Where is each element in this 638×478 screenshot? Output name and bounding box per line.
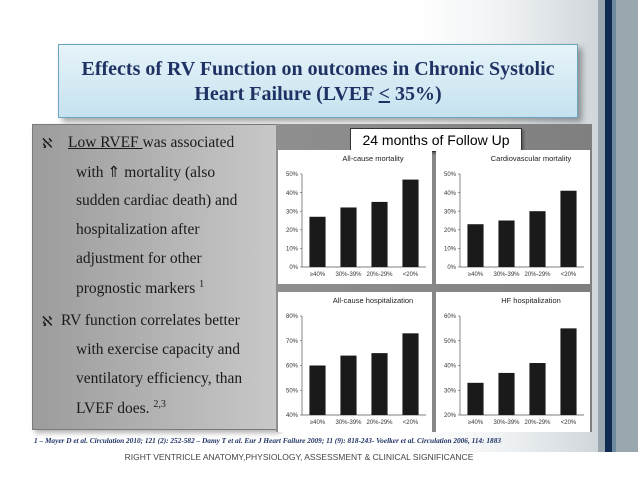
bullet-symbol-1: ℵ xyxy=(42,136,53,152)
bullet2-line3: ventilatory efficiency, than xyxy=(76,370,243,387)
bullet1-line5: adjustment for other xyxy=(76,250,202,267)
bullet1-line4: hospitalization after xyxy=(76,221,200,238)
chart-3-ytick-label: 50% xyxy=(286,388,299,394)
chart-2-bar xyxy=(498,220,515,267)
title-line2-suffix: 35%) xyxy=(389,83,442,105)
chart-1-bar xyxy=(309,216,326,267)
chart-3-bar xyxy=(340,355,357,415)
chart-2-xtick-label: ≥40% xyxy=(468,272,484,278)
chart-3-xtick-label: <20% xyxy=(403,420,419,426)
bullet1-line6-text: prognostic markers xyxy=(76,280,196,298)
bullet1-lead: Low RVEF xyxy=(68,134,143,151)
chart-3-ytick-label: 60% xyxy=(286,364,299,370)
chart-1-xtick-label: <20% xyxy=(403,272,419,278)
chart-1-ytick-label: 30% xyxy=(286,209,299,215)
chart-4-ytick-label: 50% xyxy=(444,339,457,345)
chart-1-xtick-label: 20%-29% xyxy=(366,272,393,278)
chart-4-ytick-label: 20% xyxy=(444,413,457,419)
bullet1-line1: Low RVEF was associated xyxy=(68,134,234,152)
bullet-text-panel: ℵ Low RVEF was associated with ⇑ mortali… xyxy=(32,124,278,430)
chart-1-bar xyxy=(371,201,388,267)
chart-3-ytick-label: 80% xyxy=(286,314,299,320)
chart-2-ytick-label: 40% xyxy=(444,191,457,197)
bullet1-line3: sudden cardiac death) and xyxy=(76,192,238,209)
bullet1-ref: 1 xyxy=(199,279,205,290)
chart-1-xtick-label: ≥40% xyxy=(310,272,326,278)
bullet1-rest: was associated xyxy=(142,134,235,151)
slide-title-line1: Effects of RV Function on outcomes in Ch… xyxy=(81,58,555,80)
chart-4-xtick-label: ≥40% xyxy=(468,420,484,426)
slide-title-box: Effects of RV Function on outcomes in Ch… xyxy=(58,44,578,118)
chart-4-bar xyxy=(560,328,577,415)
chart-3-bar xyxy=(309,365,326,415)
chart-2-ytick-label: 20% xyxy=(444,228,457,234)
chart-3-bar xyxy=(402,333,419,415)
chart-2-title: Cardiovascular mortality xyxy=(491,154,572,163)
chart-panel-4: HF hospitalization 60% 50% 40% 30% 20% ≥40% 30%… xyxy=(436,292,590,432)
bullet1-line2: with ⇑ mortality (also xyxy=(76,164,216,181)
chart-2-ytick-label: 10% xyxy=(444,247,457,253)
chart-2-bar xyxy=(529,211,546,267)
chart-1-ytick-label: 50% xyxy=(286,172,299,178)
chart-2-xtick-label: <20% xyxy=(561,272,577,278)
chart-1-xtick-label: 30%-39% xyxy=(335,272,362,278)
chart-2-ytick-label: 50% xyxy=(444,172,457,178)
chart-3-xtick-label: 30%-39% xyxy=(335,420,362,426)
chart-2-bar xyxy=(560,190,577,267)
chart-2-xtick-label: 20%-29% xyxy=(524,272,551,278)
chart-panel-2: Cardiovascular mortality 50% 40% 30% 20% 10% 0… xyxy=(436,150,590,284)
chart-2-xtick-label: 30%-39% xyxy=(493,272,520,278)
chart-4-bar xyxy=(467,382,484,415)
right-decor-stripe-light xyxy=(612,0,616,452)
reference-citation: 1 – Mayer D et al. Circulation 2010; 121… xyxy=(34,436,501,445)
title-line2-operator: < xyxy=(378,83,390,105)
chart-1-ytick-label: 0% xyxy=(289,265,298,271)
chart-2-ytick-label: 30% xyxy=(444,209,457,215)
bullet2-line1: RV function correlates better xyxy=(61,312,240,329)
chart-4-ytick-label: 60% xyxy=(444,314,457,320)
chart-3-ytick-label: 40% xyxy=(286,413,299,419)
bullet2-line4: LVEF does. 2,3 xyxy=(76,399,166,418)
chart-4-title: HF hospitalization xyxy=(501,296,561,305)
bullet1-line6: prognostic markers 1 xyxy=(76,279,204,298)
chart-panel-3: All-cause hospitalization 80% 70% 60% 50% 40%… xyxy=(278,292,432,432)
chart-2-ytick-label: 0% xyxy=(447,265,456,271)
chart-3-title: All-cause hospitalization xyxy=(333,296,413,305)
chart-1-ytick-label: 40% xyxy=(286,191,299,197)
bullet2-line2: with exercise capacity and xyxy=(76,341,240,358)
chart-1-title: All-cause mortality xyxy=(342,154,404,163)
bullet2-ref: 2,3 xyxy=(153,399,166,410)
chart-4-xtick-label: 30%-39% xyxy=(493,420,520,426)
chart-2-bar xyxy=(467,224,484,267)
right-decor-stripe xyxy=(605,0,612,452)
chart-4-bar xyxy=(529,363,546,415)
chart-3-xtick-label: ≥40% xyxy=(310,420,326,426)
bullet-symbol-2: ℵ xyxy=(42,314,53,330)
chart-panel-1: All-cause mortality 50% 40% 30% 20% 10% 0% ≥40%… xyxy=(278,150,432,284)
chart-1-bar xyxy=(402,179,419,267)
chart-3-bar xyxy=(371,353,388,415)
chart-4-ytick-label: 30% xyxy=(444,388,457,394)
charts-figure: All-cause mortality 50% 40% 30% 20% 10% 0% ≥40%… xyxy=(278,150,590,432)
chart-4-xtick-label: 20%-29% xyxy=(524,420,551,426)
bullet2-line4-text: LVEF does. xyxy=(76,400,150,418)
chart-3-xtick-label: 20%-29% xyxy=(366,420,393,426)
followup-label: 24 months of Follow Up xyxy=(350,128,522,152)
chart-4-xtick-label: <20% xyxy=(561,420,577,426)
chart-4-ytick-label: 40% xyxy=(444,364,457,370)
chart-1-bar xyxy=(340,207,357,267)
chart-3-ytick-label: 70% xyxy=(286,339,299,345)
chart-1-ytick-label: 10% xyxy=(286,247,299,253)
slide-title-line2: Heart Failure (LVEF < 35%) xyxy=(59,83,577,106)
right-decor-bar xyxy=(598,0,638,452)
title-line2-prefix: Heart Failure (LVEF xyxy=(194,83,379,105)
chart-1-ytick-label: 20% xyxy=(286,228,299,234)
slide-footer: RIGHT VENTRICLE ANATOMY,PHYSIOLOGY, ASSE… xyxy=(124,452,474,462)
chart-4-bar xyxy=(498,372,515,415)
